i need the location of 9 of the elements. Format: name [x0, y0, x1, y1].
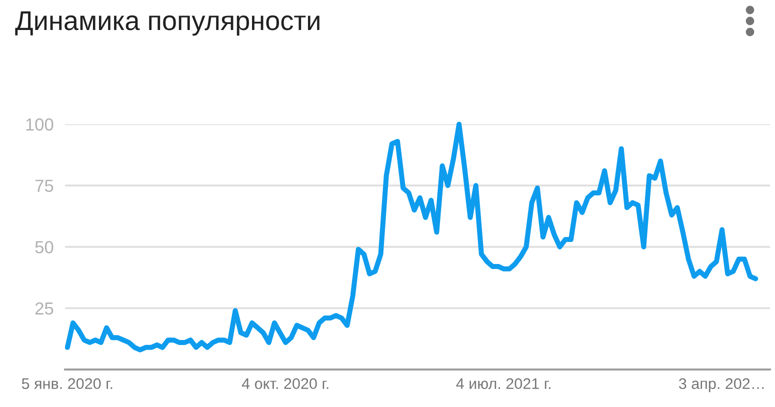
x-tick-label: 3 апр. 202… [678, 378, 764, 392]
x-tick-label: 5 янв. 2020 г. [22, 378, 112, 390]
x-tick-label: 4 окт. 2020 г. [242, 378, 328, 390]
y-tick-label: 50 [35, 241, 54, 254]
chart-title: Динамика популярности [15, 11, 320, 36]
y-tick-label: 25 [35, 302, 54, 315]
x-tick-label: 4 июл. 2021 г. [456, 378, 550, 390]
y-tick-label: 100 [26, 118, 54, 131]
y-tick-label: 75 [35, 180, 54, 192]
